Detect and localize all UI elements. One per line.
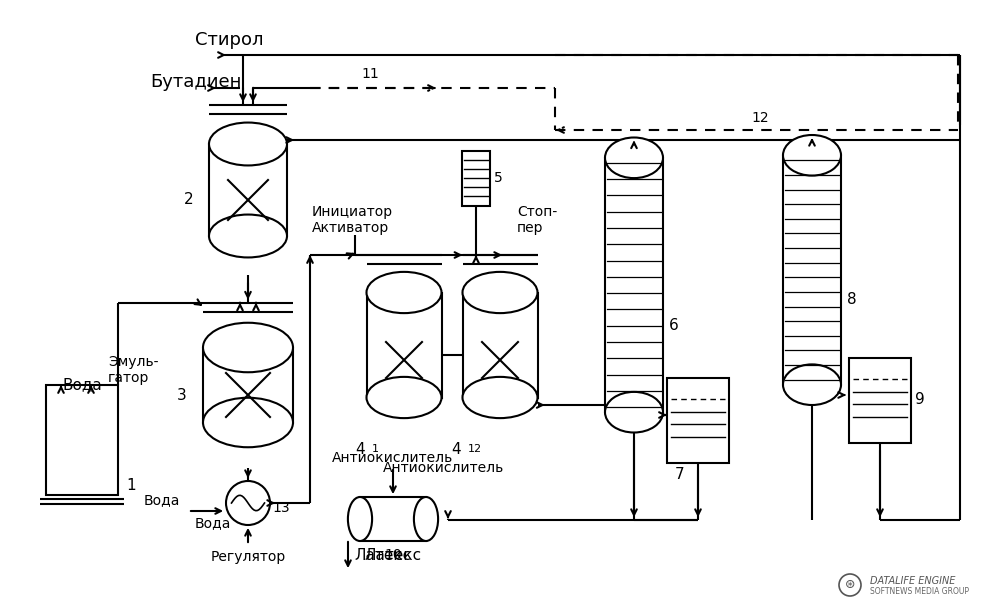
Text: 1: 1	[372, 444, 378, 454]
Circle shape	[226, 481, 270, 525]
Ellipse shape	[462, 377, 538, 418]
Bar	[209, 144, 287, 236]
Text: 8: 8	[847, 292, 857, 308]
Text: Латекс: Латекс	[365, 548, 421, 562]
Text: 10: 10	[384, 548, 401, 562]
Ellipse shape	[605, 392, 663, 432]
Bar	[605, 158, 663, 412]
Text: Активатор: Активатор	[312, 221, 389, 235]
Text: 13: 13	[272, 501, 290, 515]
Text: 9: 9	[915, 392, 924, 408]
Ellipse shape	[209, 214, 287, 257]
Bar	[360, 497, 426, 541]
Text: Регулятор: Регулятор	[210, 550, 286, 564]
Ellipse shape	[203, 398, 293, 447]
Text: Стирол: Стирол	[195, 31, 264, 49]
Ellipse shape	[783, 364, 841, 405]
Ellipse shape	[414, 497, 438, 541]
Text: 7: 7	[675, 467, 684, 482]
Ellipse shape	[605, 138, 663, 178]
Text: Антиокислитель: Антиокислитель	[333, 451, 453, 465]
Text: 6: 6	[669, 317, 678, 333]
Ellipse shape	[209, 123, 287, 165]
Text: DATALIFE ENGINE: DATALIFE ENGINE	[870, 576, 955, 586]
Text: Вода: Вода	[195, 516, 231, 530]
Bar	[203, 348, 293, 422]
Ellipse shape	[348, 497, 373, 541]
Text: 4: 4	[451, 441, 460, 456]
Text: 3: 3	[177, 387, 187, 403]
Text: Стоп-
пер: Стоп- пер	[517, 205, 557, 235]
Text: Вода: Вода	[143, 493, 180, 507]
Text: ⊛: ⊛	[845, 578, 856, 591]
Text: 1: 1	[126, 478, 135, 492]
Bar	[46, 385, 118, 495]
Text: Вода: Вода	[62, 378, 102, 392]
Ellipse shape	[367, 377, 441, 418]
Text: 12: 12	[467, 444, 482, 454]
Bar	[849, 357, 911, 443]
Text: Бутадиен: Бутадиен	[150, 73, 241, 91]
Text: 11: 11	[362, 67, 378, 81]
Text: Латекс: Латекс	[355, 548, 411, 564]
Text: 2: 2	[183, 193, 193, 208]
Circle shape	[839, 574, 861, 596]
Bar	[462, 292, 538, 397]
Text: 4: 4	[355, 441, 365, 456]
Text: SOFTNEWS MEDIA GROUP: SOFTNEWS MEDIA GROUP	[870, 586, 969, 596]
Ellipse shape	[462, 272, 538, 313]
Text: 5: 5	[494, 171, 503, 185]
Bar	[462, 150, 490, 206]
Ellipse shape	[367, 272, 441, 313]
Ellipse shape	[203, 323, 293, 372]
Text: Антиокислитель: Антиокислитель	[383, 461, 505, 475]
Text: Инициатор: Инициатор	[312, 205, 393, 219]
Text: 12: 12	[751, 111, 769, 125]
Bar	[367, 292, 441, 397]
Bar	[783, 155, 841, 385]
Ellipse shape	[783, 135, 841, 176]
Text: Эмуль-
гатор: Эмуль- гатор	[108, 355, 158, 385]
Bar	[667, 378, 729, 462]
